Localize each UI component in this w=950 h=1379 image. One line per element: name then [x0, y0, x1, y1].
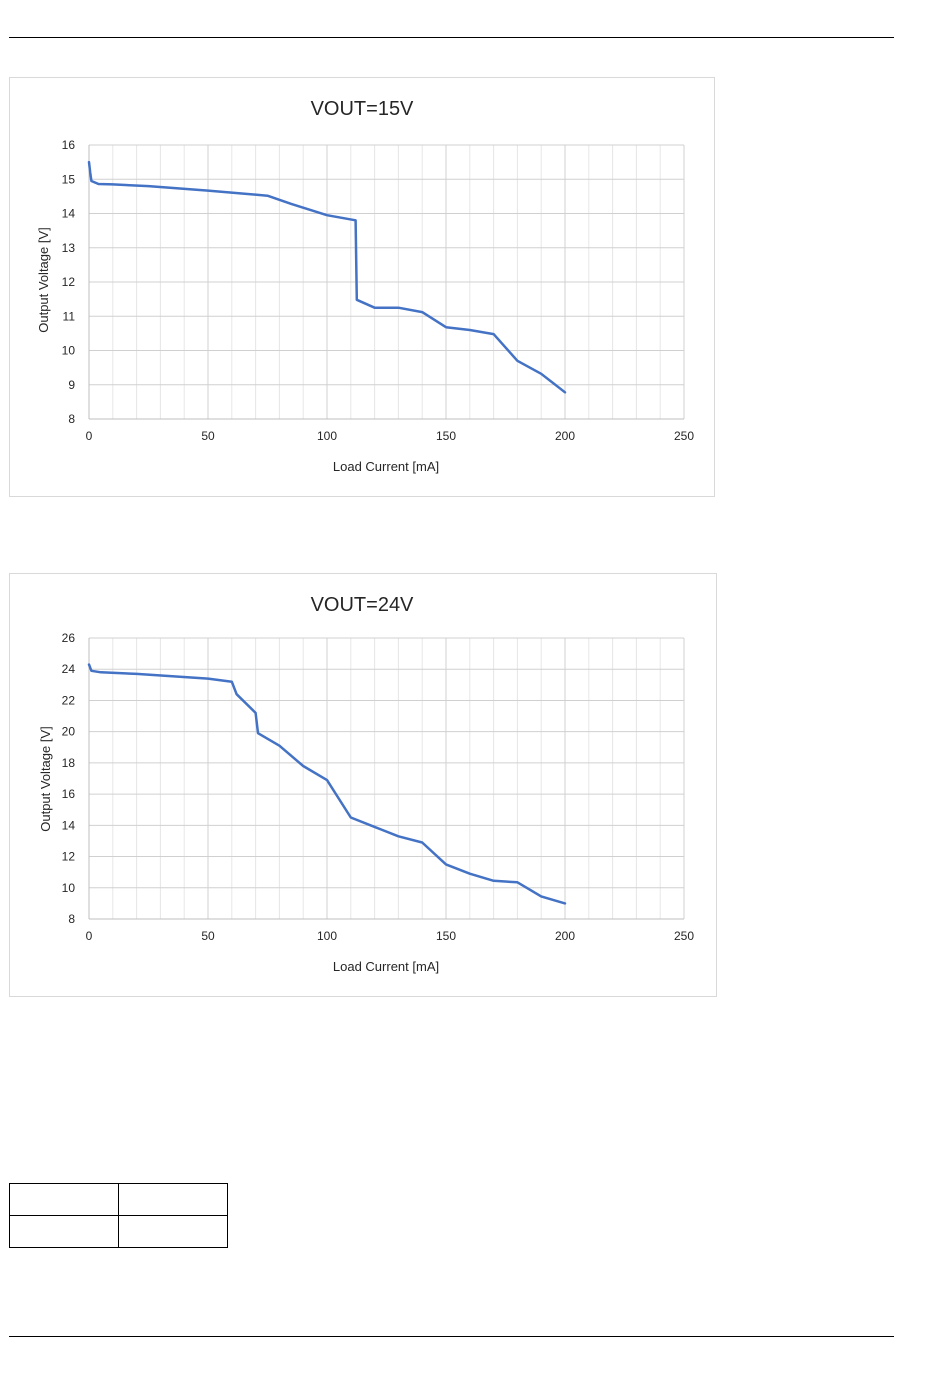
y-axis-label: Output Voltage [V]: [36, 227, 51, 333]
table-row: [9, 1183, 228, 1216]
y-tick-label: 14: [62, 818, 76, 832]
x-axis-label: Load Current [mA]: [333, 459, 439, 474]
y-tick-label: 10: [62, 881, 76, 895]
y-tick-label: 24: [62, 662, 76, 676]
x-tick-label: 100: [317, 429, 337, 443]
footer-rule: [9, 1336, 894, 1337]
chart-vout-15v: 0 50 100 150 200 250 8 9 10 11 12 13 14 15 16 VOUT=15V…: [9, 77, 715, 497]
chart-svg: 0 50 100 150 200 250 8 10 12 14 16 18 20 22 24 26 VOUT=…: [38, 594, 695, 974]
x-tick-label: 50: [201, 929, 215, 943]
x-tick-label: 50: [201, 429, 215, 443]
grid: [88, 637, 685, 920]
tick-labels: 0 50 100 150 200 250 8 9 10 11 12 13 14 15 16: [62, 138, 695, 443]
table-cell: [9, 1183, 119, 1216]
y-tick-label: 9: [68, 378, 75, 392]
y-tick-label: 14: [62, 207, 76, 221]
x-tick-label: 150: [436, 929, 456, 943]
table-cell: [118, 1183, 228, 1216]
x-tick-label: 0: [86, 929, 93, 943]
chart-title: VOUT=15V: [311, 98, 414, 120]
y-tick-label: 15: [62, 172, 76, 186]
chart-title: VOUT=24V: [311, 594, 414, 616]
y-tick-label: 22: [62, 693, 76, 707]
x-tick-label: 250: [674, 929, 694, 943]
x-tick-label: 100: [317, 929, 337, 943]
series-line: [87, 663, 567, 905]
y-axis-label: Output Voltage [V]: [38, 726, 53, 832]
series-line: [87, 160, 567, 394]
x-tick-label: 0: [86, 429, 93, 443]
table-cell: [9, 1215, 119, 1248]
chart-svg: 0 50 100 150 200 250 8 9 10 11 12 13 14 15 16 VOUT=15V…: [36, 98, 695, 474]
grid: [88, 144, 685, 420]
y-tick-label: 8: [68, 412, 75, 426]
tick-labels: 0 50 100 150 200 250 8 10 12 14 16 18 20 22 24 26: [62, 631, 695, 943]
y-tick-label: 18: [62, 756, 76, 770]
y-tick-label: 13: [62, 241, 76, 255]
y-tick-label: 16: [62, 138, 76, 152]
y-tick-label: 12: [62, 850, 76, 864]
y-tick-label: 10: [62, 344, 76, 358]
x-tick-label: 150: [436, 429, 456, 443]
y-tick-label: 11: [63, 309, 76, 323]
y-tick-label: 12: [62, 275, 76, 289]
x-axis-label: Load Current [mA]: [333, 959, 439, 974]
x-tick-label: 250: [674, 429, 694, 443]
table-row: [9, 1215, 228, 1248]
chart-vout-24v: 0 50 100 150 200 250 8 10 12 14 16 18 20 22 24 26 VOUT=…: [9, 573, 717, 997]
series: [87, 160, 567, 394]
y-tick-label: 16: [62, 787, 76, 801]
y-tick-label: 20: [62, 725, 76, 739]
series: [87, 663, 567, 905]
x-tick-label: 200: [555, 929, 575, 943]
empty-table: [9, 1183, 228, 1248]
x-tick-label: 200: [555, 429, 575, 443]
header-rule: [9, 37, 894, 38]
y-tick-label: 26: [62, 631, 76, 645]
table-cell: [118, 1215, 228, 1248]
y-tick-label: 8: [68, 912, 75, 926]
